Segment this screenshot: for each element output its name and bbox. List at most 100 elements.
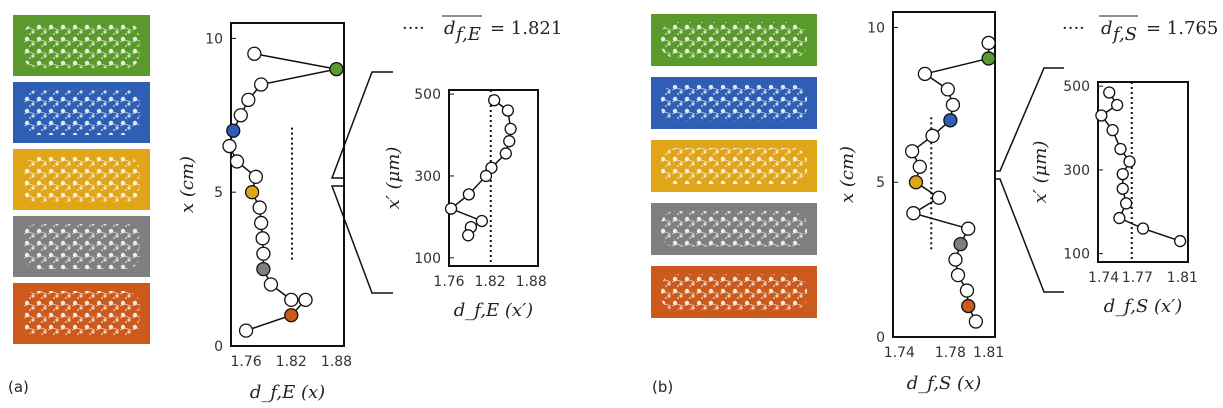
data-point — [981, 35, 996, 51]
data-point — [1119, 197, 1133, 210]
y-axis-label: x′ (μm) — [1030, 141, 1051, 204]
x-axis-label: d_f,S (x′) — [1104, 296, 1183, 317]
data-point — [501, 104, 515, 117]
data-point — [233, 108, 248, 123]
data-point — [917, 66, 933, 82]
y-axis-label: x (cm) — [837, 146, 858, 203]
x-tick-label: 1.88 — [516, 274, 547, 290]
data-point — [444, 202, 458, 215]
b-swatch-texture-2 — [661, 148, 807, 184]
zoom-bracket — [995, 178, 1064, 293]
a-swatch-texture-3 — [23, 224, 140, 269]
data-point — [908, 175, 924, 190]
data-point — [959, 283, 975, 298]
data-point — [255, 231, 270, 246]
y-tick-label: 5 — [876, 175, 885, 191]
mean-a-subscript: f,E — [454, 24, 481, 45]
data-point — [229, 154, 245, 169]
x-tick-label: 1.81 — [1167, 270, 1198, 286]
data-point — [1095, 109, 1108, 122]
data-point — [943, 113, 958, 128]
data-point — [1113, 211, 1126, 225]
y-tick-label: 5 — [214, 185, 223, 201]
data-point — [961, 221, 976, 236]
data-point — [945, 97, 961, 113]
data-point — [931, 190, 947, 205]
plot-frame — [230, 22, 345, 347]
x-axis-label: d_f,E (x) — [250, 382, 325, 403]
data-point — [252, 200, 267, 215]
mean-b-subscript: f,S — [1111, 24, 1137, 45]
chart-panel-a: 0 5 10 1.76 1.82 1.88 x (cm) d_f,E (x) — [177, 22, 393, 403]
x-tick-label: 1.74 — [884, 345, 915, 361]
x-tick-label: 1.82 — [276, 354, 307, 370]
data-point — [244, 185, 260, 200]
data-point — [488, 94, 501, 107]
mean-b-value: = 1.765 — [1146, 18, 1218, 39]
b-swatch-texture-1 — [661, 85, 807, 121]
y-tick-label: 300 — [414, 169, 441, 185]
data-point — [241, 92, 256, 108]
sample-swatches-a — [13, 15, 150, 344]
b-swatch-texture-4 — [661, 274, 807, 310]
data-point — [253, 77, 269, 92]
y-tick-label: 100 — [1063, 247, 1090, 263]
data-point — [499, 147, 512, 160]
data-point — [940, 82, 955, 97]
data-point — [1103, 86, 1116, 99]
data-point — [1173, 234, 1187, 248]
data-point — [263, 277, 279, 292]
x-tick-label: 1.82 — [474, 274, 505, 290]
data-point — [284, 292, 299, 308]
data-point — [238, 323, 254, 338]
data-point — [912, 159, 927, 174]
y-tick-label: 10 — [205, 31, 223, 47]
b-swatch-texture-3 — [661, 211, 807, 247]
data-point — [475, 214, 489, 228]
y-tick-label: 10 — [867, 20, 885, 36]
data-point — [1116, 182, 1129, 195]
plot-frame — [1097, 81, 1189, 263]
a-swatch-texture-4 — [23, 291, 140, 336]
x-tick-label: 1.88 — [321, 354, 352, 370]
y-tick-label: 0 — [214, 339, 223, 355]
data-point — [329, 61, 344, 77]
data-point — [222, 138, 237, 154]
mean-annotation-a: ···· d f,E = 1.821 — [402, 15, 562, 45]
x-tick-label: 1.81 — [973, 345, 1004, 361]
sample-swatches-b — [651, 14, 817, 318]
x-tick-label: 1.78 — [935, 345, 966, 361]
chart-panel-b-inset: 100 300 500 1.74 1.77 1.81 x′ (μm) d_f,S (x′) — [1030, 79, 1198, 317]
data-point — [950, 267, 966, 283]
y-tick-label: 500 — [414, 87, 441, 103]
mean-a-prefix: ···· — [402, 18, 425, 39]
mean-annotation-b: ···· d f,S = 1.765 — [1062, 15, 1218, 45]
chart-panel-b: 0 5 10 1.74 1.78 1.81 x (cm) d_f,S (x) — [837, 11, 1064, 394]
a-swatch-texture-1 — [23, 90, 140, 135]
data-point — [479, 169, 493, 183]
x-tick-label: 1.76 — [230, 354, 261, 370]
data-point — [904, 144, 920, 159]
data-point — [1116, 167, 1129, 181]
plot-frame — [892, 11, 996, 338]
y-tick-label: 300 — [1063, 163, 1090, 179]
a-swatch-texture-2 — [23, 157, 140, 202]
data-point — [284, 308, 299, 323]
chart-panel-a-inset: 100 300 500 1.76 1.82 1.88 x′ (μm) d_f,E (x′) — [383, 87, 547, 321]
x-tick-label: 1.76 — [433, 274, 464, 290]
y-axis-label: x (cm) — [177, 156, 198, 213]
data-point — [925, 128, 940, 143]
data-point — [961, 298, 976, 314]
panel-b-label: (b) — [652, 378, 673, 396]
data-point — [948, 252, 963, 267]
data-point — [256, 261, 271, 277]
panel-a-label: (a) — [8, 378, 29, 396]
data-point — [248, 169, 264, 184]
data-point — [256, 246, 271, 261]
data-point — [1123, 155, 1136, 168]
y-tick-label: 500 — [1063, 79, 1090, 95]
y-tick-label: 100 — [414, 251, 441, 267]
y-axis-label: x′ (μm) — [383, 147, 404, 210]
data-point — [503, 135, 516, 148]
